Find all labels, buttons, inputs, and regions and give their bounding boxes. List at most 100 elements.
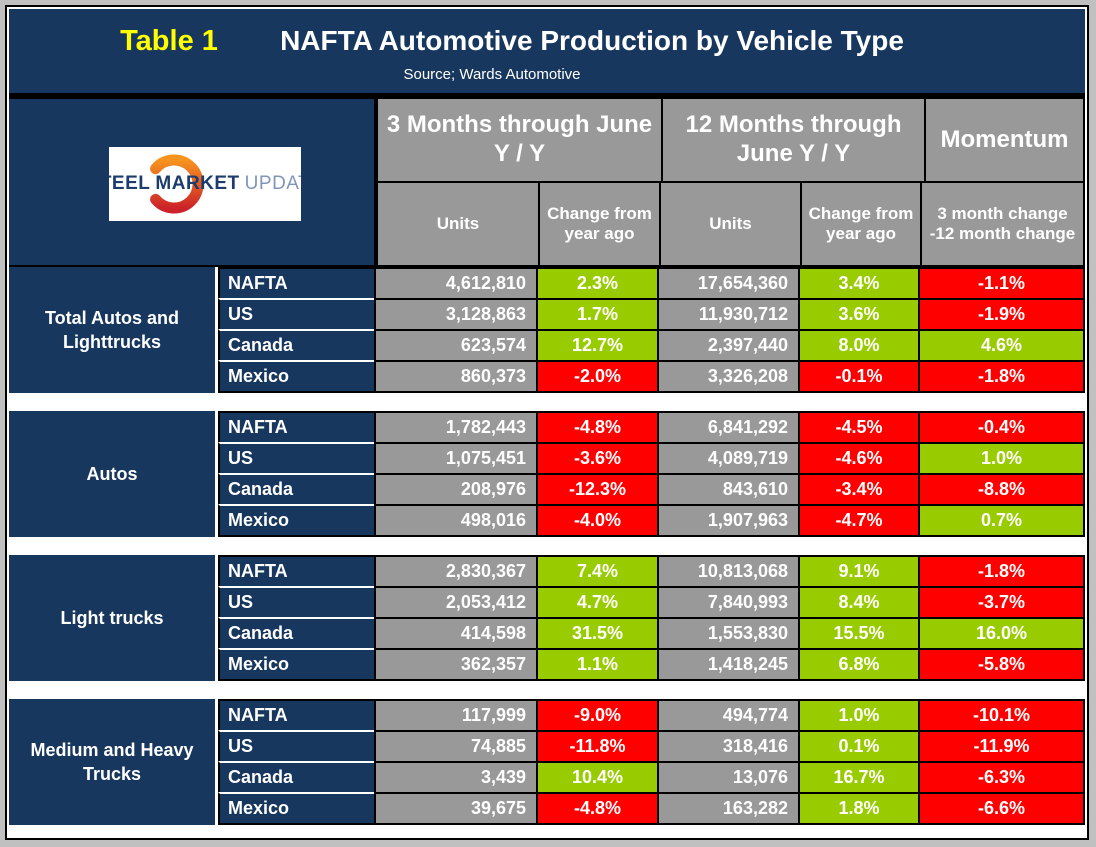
change-12m: 15.5% (798, 617, 920, 650)
row-country: Mexico (218, 360, 376, 393)
group-autos: Autos NAFTA 1,782,443 -4.8% 6,841,292 -4… (9, 411, 1085, 537)
units-12m: 11,930,712 (657, 298, 800, 331)
group-total-autos-lighttrucks: Total Autos and Lighttrucks NAFTA 4,612,… (9, 267, 1085, 393)
logo-word-market: MARKET (155, 173, 240, 194)
change-3m: 31.5% (536, 617, 659, 650)
momentum: 16.0% (918, 617, 1085, 650)
colgroup-3-months: 3 Months through June Y / Y (376, 97, 663, 183)
change-3m: -12.3% (536, 473, 659, 506)
change-12m: 16.7% (798, 761, 920, 794)
change-12m: -4.6% (798, 442, 920, 475)
logo-word-steel: STEEL (109, 173, 151, 194)
units-12m: 13,076 (657, 761, 800, 794)
table-row: US 3,128,863 1.7% 11,930,712 3.6% -1.9% (218, 298, 1085, 331)
colgroup-momentum: Momentum (924, 97, 1085, 183)
row-country: Mexico (218, 504, 376, 537)
col-units-3m: Units (376, 181, 540, 267)
change-12m: 0.1% (798, 730, 920, 763)
units-12m: 10,813,068 (657, 555, 800, 588)
change-12m: -0.1% (798, 360, 920, 393)
col-change-3m: Change from year ago (538, 181, 661, 267)
units-3m: 414,598 (374, 617, 538, 650)
momentum: -0.4% (918, 411, 1085, 444)
table-row: Mexico 362,357 1.1% 1,418,245 6.8% -5.8% (218, 648, 1085, 681)
row-country: Mexico (218, 648, 376, 681)
units-12m: 318,416 (657, 730, 800, 763)
group-rows: NAFTA 1,782,443 -4.8% 6,841,292 -4.5% -0… (218, 411, 1085, 537)
momentum: -1.8% (918, 360, 1085, 393)
row-country: Mexico (218, 792, 376, 825)
group-label: Total Autos and Lighttrucks (9, 267, 215, 393)
momentum: -1.1% (918, 267, 1085, 300)
change-3m: -4.8% (536, 792, 659, 825)
table-row: Mexico 498,016 -4.0% 1,907,963 -4.7% 0.7… (218, 504, 1085, 537)
change-3m: 12.7% (536, 329, 659, 362)
row-country: Canada (218, 329, 376, 362)
page-title: NAFTA Automotive Production by Vehicle T… (280, 25, 904, 56)
change-12m: -4.7% (798, 504, 920, 537)
change-3m: -11.8% (536, 730, 659, 763)
momentum: -6.6% (918, 792, 1085, 825)
momentum: -11.9% (918, 730, 1085, 763)
change-3m: -4.8% (536, 411, 659, 444)
header-row-groups: 3 Months through June Y / Y 12 Months th… (376, 97, 1085, 183)
change-12m: 1.8% (798, 792, 920, 825)
momentum: -6.3% (918, 761, 1085, 794)
units-3m: 362,357 (374, 648, 538, 681)
group-light-trucks: Light trucks NAFTA 2,830,367 7.4% 10,813… (9, 555, 1085, 681)
logo-text: STEEL MARKET UPDATE (109, 147, 301, 221)
change-3m: -2.0% (536, 360, 659, 393)
change-12m: 6.8% (798, 648, 920, 681)
steel-market-update-logo: STEEL MARKET UPDATE (109, 147, 301, 221)
units-12m: 1,418,245 (657, 648, 800, 681)
momentum: 0.7% (918, 504, 1085, 537)
units-3m: 3,128,863 (374, 298, 538, 331)
row-country: NAFTA (218, 411, 376, 444)
units-3m: 498,016 (374, 504, 538, 537)
table-row: Canada 208,976 -12.3% 843,610 -3.4% -8.8… (218, 473, 1085, 506)
table-row: Mexico 39,675 -4.8% 163,282 1.8% -6.6% (218, 792, 1085, 825)
row-country: Canada (218, 761, 376, 794)
units-3m: 1,782,443 (374, 411, 538, 444)
change-3m: 1.1% (536, 648, 659, 681)
units-3m: 1,075,451 (374, 442, 538, 475)
momentum: -1.8% (918, 555, 1085, 588)
table-row: US 2,053,412 4.7% 7,840,993 8.4% -3.7% (218, 586, 1085, 619)
units-12m: 17,654,360 (657, 267, 800, 300)
momentum: -10.1% (918, 699, 1085, 732)
row-country: US (218, 730, 376, 763)
change-12m: -3.4% (798, 473, 920, 506)
col-units-12m: Units (659, 181, 802, 267)
units-3m: 117,999 (374, 699, 538, 732)
momentum: 4.6% (918, 329, 1085, 362)
units-12m: 7,840,993 (657, 586, 800, 619)
units-3m: 623,574 (374, 329, 538, 362)
units-12m: 4,089,719 (657, 442, 800, 475)
units-12m: 1,907,963 (657, 504, 800, 537)
table-row: Canada 623,574 12.7% 2,397,440 8.0% 4.6% (218, 329, 1085, 362)
change-3m: 7.4% (536, 555, 659, 588)
col-change-12m: Change from year ago (800, 181, 922, 267)
units-3m: 39,675 (374, 792, 538, 825)
table-row: US 1,075,451 -3.6% 4,089,719 -4.6% 1.0% (218, 442, 1085, 475)
units-3m: 208,976 (374, 473, 538, 506)
header-columns: 3 Months through June Y / Y 12 Months th… (376, 97, 1085, 267)
change-3m: 1.7% (536, 298, 659, 331)
row-country: US (218, 298, 376, 331)
units-3m: 4,612,810 (374, 267, 538, 300)
group-rows: NAFTA 2,830,367 7.4% 10,813,068 9.1% -1.… (218, 555, 1085, 681)
change-12m: 8.0% (798, 329, 920, 362)
units-3m: 2,053,412 (374, 586, 538, 619)
group-label: Autos (9, 411, 215, 537)
group-medium-heavy-trucks: Medium and Heavy Trucks NAFTA 117,999 -9… (9, 699, 1085, 825)
momentum: -3.7% (918, 586, 1085, 619)
row-country: NAFTA (218, 699, 376, 732)
table-row: NAFTA 117,999 -9.0% 494,774 1.0% -10.1% (218, 699, 1085, 732)
change-12m: 3.6% (798, 298, 920, 331)
col-momentum: 3 month change -12 month change (920, 181, 1085, 267)
units-12m: 163,282 (657, 792, 800, 825)
change-3m: -4.0% (536, 504, 659, 537)
table-number-label: Table 1 (120, 25, 218, 57)
table-row: US 74,885 -11.8% 318,416 0.1% -11.9% (218, 730, 1085, 763)
group-label: Light trucks (9, 555, 215, 681)
